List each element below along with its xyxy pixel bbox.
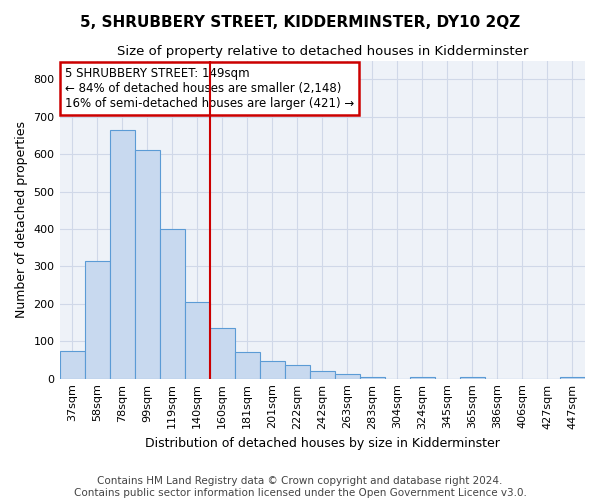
Bar — [85, 261, 110, 378]
Bar — [59, 350, 85, 378]
Bar — [410, 377, 435, 378]
X-axis label: Distribution of detached houses by size in Kidderminster: Distribution of detached houses by size … — [145, 437, 500, 450]
Bar — [560, 377, 585, 378]
Bar — [310, 371, 335, 378]
Bar — [160, 229, 185, 378]
Bar — [285, 365, 310, 378]
Y-axis label: Number of detached properties: Number of detached properties — [15, 121, 28, 318]
Bar — [209, 328, 235, 378]
Title: Size of property relative to detached houses in Kidderminster: Size of property relative to detached ho… — [116, 45, 528, 58]
Bar — [185, 302, 209, 378]
Bar — [134, 150, 160, 378]
Bar — [110, 130, 134, 378]
Bar — [260, 361, 285, 378]
Bar — [235, 352, 260, 378]
Text: Contains HM Land Registry data © Crown copyright and database right 2024.
Contai: Contains HM Land Registry data © Crown c… — [74, 476, 526, 498]
Bar — [460, 377, 485, 378]
Text: 5 SHRUBBERY STREET: 149sqm
← 84% of detached houses are smaller (2,148)
16% of s: 5 SHRUBBERY STREET: 149sqm ← 84% of deta… — [65, 67, 354, 110]
Bar — [335, 374, 360, 378]
Text: 5, SHRUBBERY STREET, KIDDERMINSTER, DY10 2QZ: 5, SHRUBBERY STREET, KIDDERMINSTER, DY10… — [80, 15, 520, 30]
Bar — [360, 377, 385, 378]
